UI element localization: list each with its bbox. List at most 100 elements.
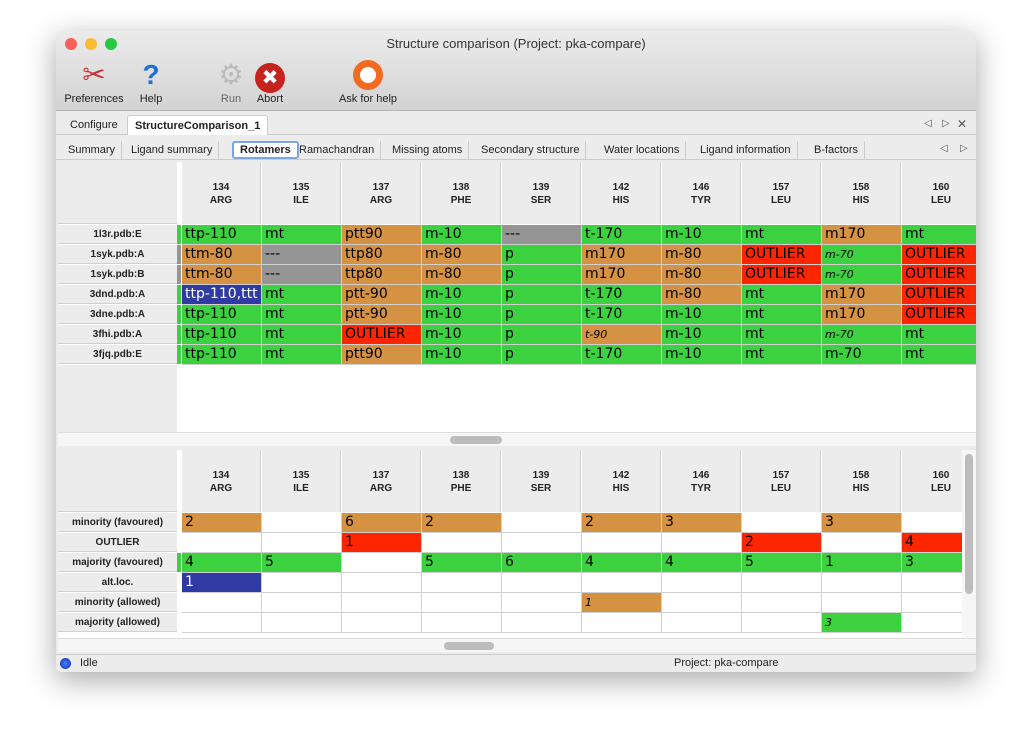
column-header[interactable]: 134 ARG	[182, 162, 261, 224]
column-header[interactable]: 157 LEU	[742, 450, 821, 512]
tab-structure-comparison-1[interactable]: StructureComparison_1	[127, 115, 269, 135]
rotamer-cell[interactable]: ttp-110	[182, 305, 262, 325]
bottom-horizontal-scrollbar[interactable]	[58, 638, 976, 652]
rotamer-cell[interactable]: ttm-80	[182, 245, 262, 265]
summary-cell[interactable]: 4	[182, 553, 262, 573]
summary-cell[interactable]: 4	[902, 533, 962, 553]
summary-cell[interactable]	[262, 613, 342, 633]
summary-cell[interactable]: 2	[582, 513, 662, 533]
rotamer-cell[interactable]: m-80	[662, 285, 742, 305]
subtab-summary[interactable]: Summary	[62, 141, 123, 159]
rotamer-cell[interactable]: ---	[262, 265, 342, 285]
rotamer-cell[interactable]: m170	[822, 305, 902, 325]
summary-cell[interactable]	[742, 613, 822, 633]
rotamer-cell[interactable]: ---	[502, 225, 582, 245]
summary-cell[interactable]: 3	[822, 613, 902, 633]
rotamer-cell[interactable]: OUTLIER	[742, 245, 822, 265]
rotamer-cell[interactable]: p	[502, 265, 582, 285]
column-header[interactable]: 135 ILE	[262, 162, 341, 224]
scroll-thumb[interactable]	[450, 436, 502, 444]
rotamer-cell[interactable]: m-70	[822, 265, 902, 285]
summary-cell[interactable]	[902, 513, 962, 533]
column-header[interactable]: 139 SER	[502, 450, 581, 512]
summary-cell[interactable]	[502, 613, 582, 633]
rotamer-cell[interactable]: m170	[822, 285, 902, 305]
rotamer-cell[interactable]: m170	[582, 265, 662, 285]
column-header[interactable]: 146 TYR	[662, 162, 741, 224]
summary-cell[interactable]	[262, 513, 342, 533]
column-header[interactable]: 142 HIS	[582, 450, 661, 512]
run-button[interactable]: ⚙ Run	[214, 57, 248, 105]
summary-cell[interactable]: 2	[422, 513, 502, 533]
summary-cell[interactable]: 2	[742, 533, 822, 553]
rotamer-cell[interactable]: m170	[822, 225, 902, 245]
summary-cell[interactable]	[422, 613, 502, 633]
rotamer-cell[interactable]: m-10	[422, 285, 502, 305]
summary-cell[interactable]	[342, 593, 422, 613]
summary-cell[interactable]	[502, 573, 582, 593]
minimize-window-button[interactable]	[85, 38, 97, 50]
summary-cell[interactable]	[742, 573, 822, 593]
rotamer-cell[interactable]: m-80	[422, 265, 502, 285]
rotamer-cell[interactable]: p	[502, 305, 582, 325]
summary-cell[interactable]	[422, 573, 502, 593]
summary-cell[interactable]: 4	[582, 553, 662, 573]
summary-cell[interactable]	[582, 613, 662, 633]
summary-cell[interactable]: 3	[822, 513, 902, 533]
rotamer-cell[interactable]: t-170	[582, 345, 662, 365]
rotamer-cell[interactable]: mt	[742, 325, 822, 345]
column-header[interactable]: 158 HIS	[822, 162, 901, 224]
summary-cell[interactable]: 6	[502, 553, 582, 573]
summary-cell[interactable]: 4	[662, 553, 742, 573]
summary-cell[interactable]: 6	[342, 513, 422, 533]
rotamer-cell[interactable]: m-80	[662, 245, 742, 265]
rotamer-cell[interactable]: mt	[262, 225, 342, 245]
help-button[interactable]: ? Help	[134, 57, 168, 105]
column-header[interactable]: 146 TYR	[662, 450, 741, 512]
summary-cell[interactable]: 1	[822, 553, 902, 573]
rotamer-cell[interactable]: t-170	[582, 305, 662, 325]
rotamer-cell[interactable]: ttp80	[342, 245, 422, 265]
rotamer-cell[interactable]: ptt-90	[342, 305, 422, 325]
scroll-thumb[interactable]	[965, 454, 973, 594]
column-header[interactable]: 160 LEU	[902, 162, 976, 224]
summary-cell[interactable]: 5	[742, 553, 822, 573]
rotamer-cell[interactable]: mt	[262, 305, 342, 325]
rotamer-cell[interactable]: m-70	[822, 325, 902, 345]
rotamer-cell[interactable]: m-80	[662, 265, 742, 285]
rotamer-cell[interactable]: t-170	[582, 225, 662, 245]
subtab-water-locations[interactable]: Water locations	[598, 141, 687, 159]
subtab-missing-atoms[interactable]: Missing atoms	[386, 141, 470, 159]
rotamer-cell[interactable]: OUTLIER	[742, 265, 822, 285]
summary-cell[interactable]	[262, 593, 342, 613]
subtab-scroll-right-icon[interactable]: ▷	[960, 143, 968, 154]
rotamer-cell[interactable]: m-70	[822, 345, 902, 365]
summary-cell[interactable]	[182, 593, 262, 613]
summary-cell[interactable]	[262, 533, 342, 553]
summary-cell[interactable]: 1	[582, 593, 662, 613]
tab-configure[interactable]: Configure	[70, 119, 118, 131]
ask-for-help-button[interactable]: Ask for help	[332, 57, 404, 105]
subtab-ligand-summary[interactable]: Ligand summary	[125, 141, 220, 159]
summary-cell[interactable]	[422, 533, 502, 553]
zoom-window-button[interactable]	[105, 38, 117, 50]
summary-cell[interactable]	[582, 533, 662, 553]
column-header[interactable]: 138 PHE	[422, 450, 501, 512]
subtab-scroll-left-icon[interactable]: ◁	[940, 143, 948, 154]
summary-vertical-scrollbar[interactable]	[962, 450, 976, 638]
summary-cell[interactable]	[502, 593, 582, 613]
rotamer-cell[interactable]: mt	[262, 325, 342, 345]
rotamer-cell[interactable]: m170	[582, 245, 662, 265]
summary-cell[interactable]: 3	[902, 553, 962, 573]
column-header[interactable]: 158 HIS	[822, 450, 901, 512]
rotamer-cell[interactable]: m-10	[422, 345, 502, 365]
rotamer-cell[interactable]: m-80	[422, 245, 502, 265]
rotamer-cell[interactable]: m-10	[422, 225, 502, 245]
subtab-b-factors[interactable]: B-factors	[808, 141, 866, 159]
rotamer-cell[interactable]: ---	[262, 245, 342, 265]
column-header[interactable]: 139 SER	[502, 162, 581, 224]
rotamer-cell[interactable]: ptt-90	[342, 285, 422, 305]
summary-cell[interactable]	[662, 573, 742, 593]
rotamer-cell[interactable]: ttp-110	[182, 345, 262, 365]
summary-cell[interactable]	[662, 613, 742, 633]
